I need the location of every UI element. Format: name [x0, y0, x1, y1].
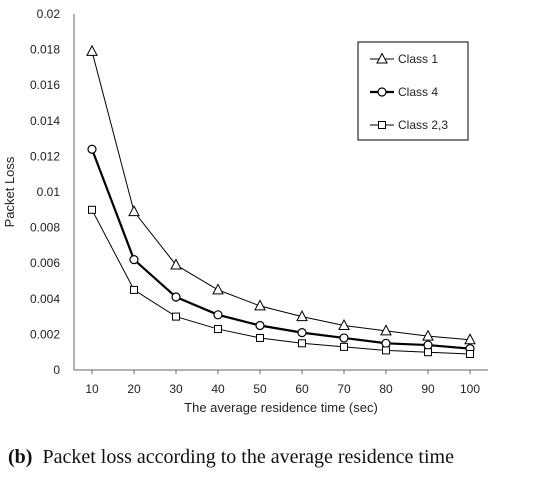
data-point-class-4 [255, 320, 265, 331]
data-point-class-2-3 [424, 348, 432, 357]
series-class-1 [86, 44, 476, 345]
data-point-class-1 [296, 310, 308, 322]
y-tick-label: 0.004 [30, 292, 60, 306]
y-tick-label: 0.016 [30, 78, 60, 92]
legend-label-class-2-3: Class 2,3 [398, 118, 448, 132]
series-class-4 [87, 144, 475, 354]
x-tick-labels: 10 20 30 40 50 60 70 80 90 100 [85, 370, 480, 396]
data-point-class-2-3 [466, 349, 474, 358]
legend-label-class-1: Class 1 [398, 52, 438, 66]
y-tick-labels: 0 0.002 0.004 0.006 0.008 0.01 0.012 0.014 0.016… [30, 7, 60, 377]
y-axis-label: Packet Loss [2, 156, 17, 227]
y-tick-label: 0 [53, 363, 60, 377]
legend-marker-class-2-3 [378, 121, 386, 129]
series-line-class-1 [91, 51, 471, 341]
y-tick-label: 0.008 [30, 221, 60, 235]
packet-loss-chart: 0 0.002 0.004 0.006 0.008 0.01 0.012 0.014 0.016… [2, 7, 488, 415]
data-point-class-1 [170, 258, 182, 270]
data-point-class-1 [128, 205, 140, 217]
data-point-class-4 [87, 144, 97, 154]
axes [73, 14, 488, 371]
y-tick-label: 0.012 [30, 149, 60, 163]
data-point-class-1 [464, 333, 476, 345]
data-point-class-2-3 [214, 325, 222, 334]
data-point-class-1 [254, 299, 266, 311]
data-point-class-1 [338, 318, 350, 330]
data-point-class-4 [339, 333, 349, 343]
x-tick-label: 10 [85, 382, 99, 396]
data-point-class-4 [129, 255, 139, 265]
data-point-class-2-3 [382, 346, 390, 355]
y-tick-label: 0.014 [30, 114, 60, 128]
data-point-class-1 [212, 283, 224, 295]
y-tick-label: 0.018 [30, 43, 60, 57]
x-tick-label: 100 [460, 382, 480, 396]
x-tick-label: 30 [169, 382, 183, 396]
series-line-class-2-3 [91, 209, 471, 355]
caption-label: (b) [8, 446, 33, 468]
series-group [86, 44, 476, 358]
y-tick-label: 0.002 [30, 327, 60, 341]
legend: Class 1 Class 4 Class 2,3 [357, 41, 469, 141]
data-point-class-4 [171, 292, 181, 302]
data-point-class-2-3 [298, 339, 306, 348]
data-point-class-2-3 [88, 205, 96, 214]
data-point-class-1 [422, 329, 434, 341]
data-point-class-2-3 [130, 285, 138, 294]
y-tick-label: 0.02 [37, 7, 61, 21]
x-tick-label: 60 [295, 382, 309, 396]
data-point-class-2-3 [340, 342, 348, 351]
data-point-class-1 [86, 44, 98, 56]
data-point-class-4 [213, 310, 223, 320]
y-tick-label: 0.006 [30, 256, 60, 270]
data-point-class-2-3 [256, 333, 264, 342]
x-tick-label: 50 [253, 382, 267, 396]
x-tick-label: 80 [379, 382, 393, 396]
legend-label-class-4: Class 4 [398, 85, 438, 99]
x-tick-label: 90 [421, 382, 435, 396]
figure-caption: (b) Packet loss according to the average … [0, 446, 550, 469]
x-tick-label: 40 [211, 382, 225, 396]
data-point-class-4 [381, 338, 391, 348]
data-point-class-4 [297, 328, 307, 338]
series-class-2-3 [88, 205, 474, 358]
data-point-class-2-3 [172, 312, 180, 321]
legend-marker-class-4 [377, 87, 387, 97]
legend-marker-class-1 [376, 52, 388, 64]
series-line-class-4 [90, 148, 471, 350]
y-tick-label: 0.01 [37, 185, 61, 199]
data-point-class-1 [380, 324, 392, 336]
caption-text: Packet loss according to the average res… [42, 446, 454, 468]
x-axis-label: The average residence time (sec) [184, 400, 378, 415]
data-point-class-4 [423, 340, 433, 350]
x-tick-label: 20 [127, 382, 141, 396]
x-tick-label: 70 [337, 382, 351, 396]
